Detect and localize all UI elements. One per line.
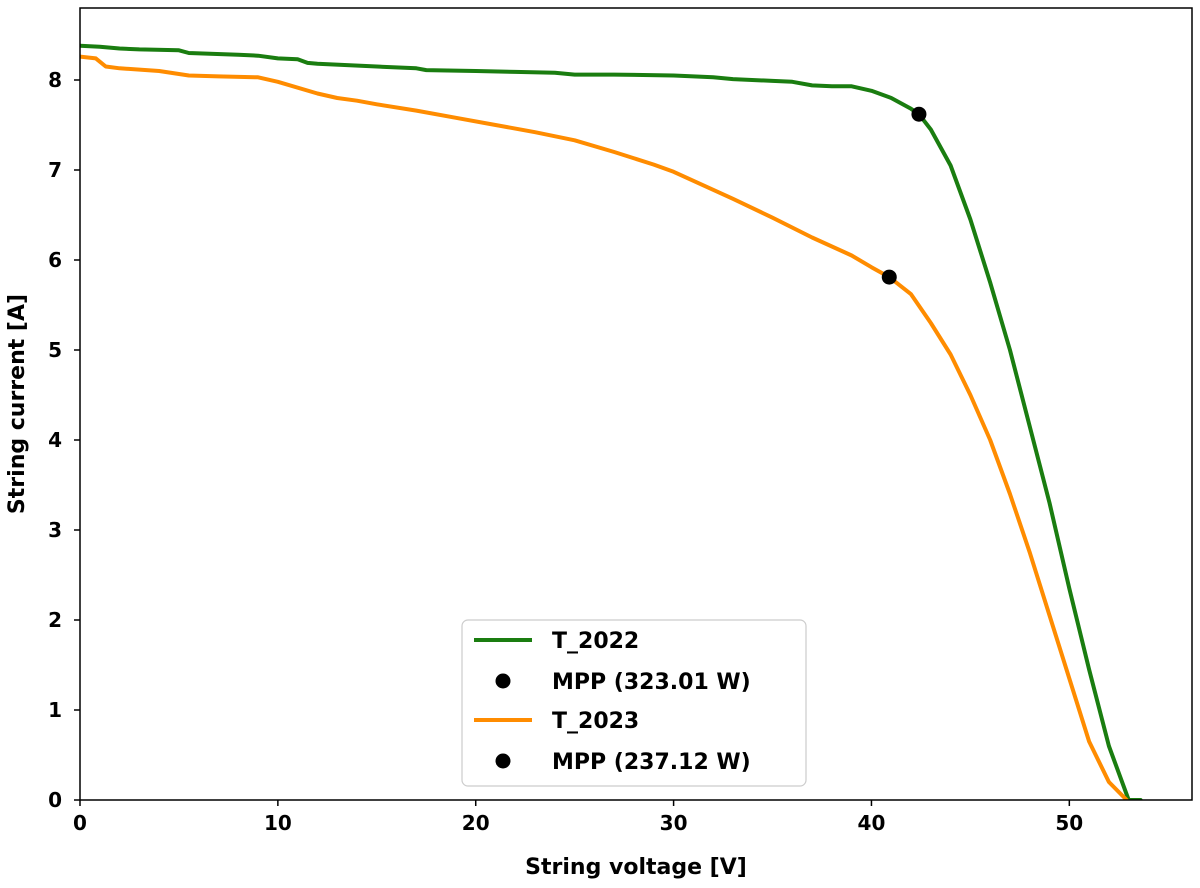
x-tick-label: 50 [1055,811,1083,835]
plot-frame [79,7,1193,801]
y-tick-label: 0 [48,788,62,812]
legend: T_2022 MPP (323.01 W) T_2023 MPP (237.12… [461,619,807,787]
y-tick-label: 1 [48,698,62,722]
x-tick-label: 10 [264,811,292,835]
mpp-point-mpp-323-01-w [911,106,927,122]
y-tick-label: 2 [48,608,62,632]
y-axis-label: String current [A] [5,294,30,514]
y-tick-label: 4 [48,428,62,452]
series-line-t-2022 [80,43,1143,800]
legend-label-t2022: T_2022 [552,629,639,654]
y-tick-label: 8 [48,68,62,92]
legend-box [461,619,807,787]
legend-marker-mpp-2023 [495,753,511,769]
y-tick-label: 3 [48,518,62,542]
legend-label-mpp-2022: MPP (323.01 W) [552,670,751,695]
x-tick-label: 40 [858,811,886,835]
legend-label-t2023: T_2023 [552,709,639,734]
plot-area [80,43,1143,800]
x-axis: 0 10 20 30 40 50 [73,800,1083,835]
x-tick-label: 20 [462,811,490,835]
y-tick-label: 7 [48,158,62,182]
series-line-t-2023 [80,54,1129,800]
y-axis: 0 1 2 3 4 5 6 7 8 [48,68,80,812]
y-tick-label: 5 [48,338,62,362]
x-axis-label: String voltage [V] [525,855,747,880]
y-tick-label: 6 [48,248,62,272]
x-tick-label: 0 [73,811,87,835]
mpp-point-mpp-237-12-w [881,269,897,285]
x-tick-label: 30 [660,811,688,835]
legend-marker-mpp-2022 [495,673,511,689]
legend-label-mpp-2023: MPP (237.12 W) [552,750,751,775]
